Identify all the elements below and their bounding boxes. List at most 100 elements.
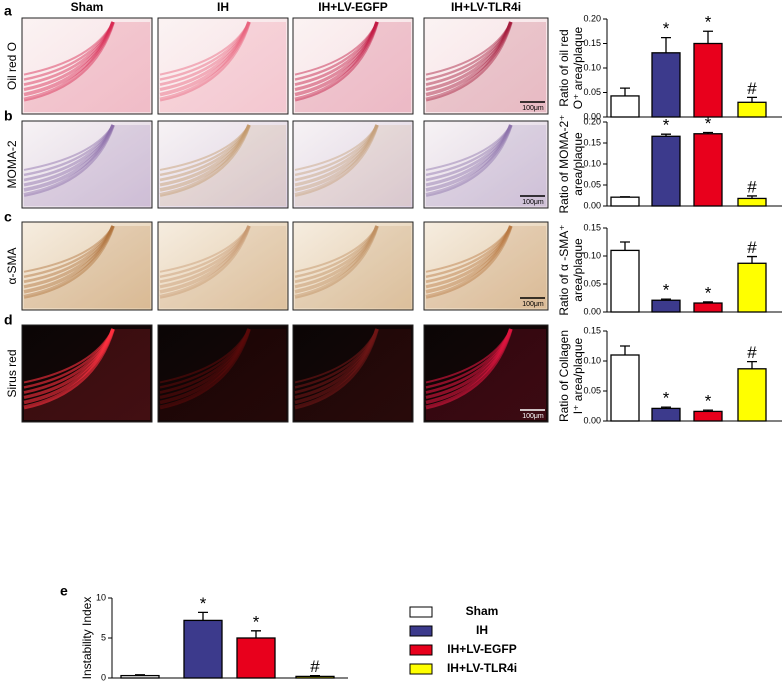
tissue-fill [24, 22, 150, 112]
column-header: IH [217, 0, 229, 14]
tissue-fill [426, 22, 546, 112]
y-axis-label: Instability Index [80, 597, 94, 680]
micrograph [157, 221, 289, 311]
y-tick-label: 0.00 [583, 200, 601, 210]
tissue-band [159, 21, 251, 81]
legend-label: Sham [466, 604, 499, 618]
tissue-band [425, 225, 512, 278]
bar [693, 42, 723, 118]
error-bar [661, 406, 671, 409]
y-tick-label: 0.20 [583, 116, 601, 126]
y-tick-label: 0.05 [583, 87, 601, 97]
error-bar [747, 255, 757, 264]
y-axis-label: area/plaque [571, 238, 585, 302]
tissue-band [294, 225, 379, 299]
bar [737, 197, 767, 207]
micrograph [21, 17, 153, 115]
error-bar [198, 611, 208, 621]
y-tick-label: 0.10 [583, 250, 601, 260]
stain-label: Sirus red [5, 349, 19, 397]
significance-mark: # [747, 343, 757, 362]
error-bar [703, 131, 713, 134]
y-tick-label: 0.15 [583, 222, 601, 232]
micrograph [21, 221, 153, 311]
bar [651, 135, 681, 207]
tissue-band [23, 21, 115, 102]
tissue-band [159, 124, 251, 192]
tissue-band [159, 225, 251, 284]
micrograph [292, 17, 414, 115]
error-bar [135, 674, 145, 676]
tissue-band [159, 124, 251, 197]
bar [610, 196, 640, 207]
tissue-band [294, 124, 379, 182]
panel-letter: c [4, 209, 12, 225]
stain-label: α-SMA [5, 248, 19, 285]
micrograph [292, 120, 414, 209]
significance-mark: * [200, 594, 207, 613]
tissue-band [425, 124, 512, 177]
bar [737, 262, 767, 313]
tissue-band [425, 21, 512, 76]
tissue-band [23, 124, 114, 171]
tissue-fill [24, 329, 150, 420]
tissue-band [425, 21, 513, 92]
tissue-band [425, 21, 513, 97]
tissue-band [294, 124, 379, 187]
tissue-band [23, 225, 115, 299]
stain-label: Oil red O [5, 42, 19, 90]
bar [295, 675, 335, 679]
stain-label: MOMA-2 [5, 140, 19, 188]
bar [651, 52, 681, 118]
tissue-band [159, 124, 251, 177]
tissue-band [425, 21, 512, 81]
legend-swatch [409, 644, 433, 656]
significance-mark: * [705, 114, 712, 133]
y-tick-label: 0.15 [583, 137, 601, 147]
error-bar [703, 301, 713, 304]
significance-mark: * [663, 389, 670, 408]
y-axis-label: I⁺ area/plaque [571, 337, 585, 414]
y-tick-label: 0.15 [583, 38, 601, 48]
tissue-band [23, 124, 115, 192]
y-tick-label: 0.00 [583, 415, 601, 425]
y-tick-label: 0.10 [583, 355, 601, 365]
tissue-band [159, 21, 251, 102]
error-bar [703, 30, 713, 44]
panel-letter: b [4, 108, 13, 124]
tissue-band [23, 225, 115, 284]
scale-bar-label: 100μm [522, 413, 544, 420]
y-axis-label: Ratio of MOMA-2⁺ [557, 114, 571, 213]
tissue-fill [24, 226, 150, 308]
tissue-band [23, 124, 115, 177]
significance-mark: * [705, 392, 712, 411]
tissue-band [159, 225, 251, 294]
column-header: Sham [71, 0, 104, 14]
tissue-band [294, 225, 378, 273]
tissue-band [23, 124, 115, 197]
tissue-band [294, 225, 379, 284]
significance-mark: # [747, 79, 757, 98]
tissue-fill [160, 329, 286, 420]
micrograph [292, 221, 414, 311]
tissue-band [23, 225, 115, 289]
legend-label: IH [476, 623, 488, 637]
bar [610, 354, 640, 422]
tissue-band [425, 21, 513, 86]
tissue-band [159, 21, 251, 97]
y-tick-label: 0.00 [583, 306, 601, 316]
tissue-band [159, 328, 250, 384]
tissue-band [294, 21, 379, 97]
y-axis-label: Ratio of α -SMA⁺ [557, 224, 571, 315]
tissue-fill [295, 329, 411, 420]
significance-mark: * [663, 116, 670, 135]
bar [651, 407, 681, 422]
significance-mark: * [705, 13, 712, 32]
tissue-band [294, 328, 378, 384]
tissue-band [294, 225, 379, 278]
tissue-band [294, 21, 378, 76]
y-tick-label: 0.10 [583, 158, 601, 168]
micrograph [423, 120, 549, 209]
y-tick-label: 0.15 [583, 325, 601, 335]
